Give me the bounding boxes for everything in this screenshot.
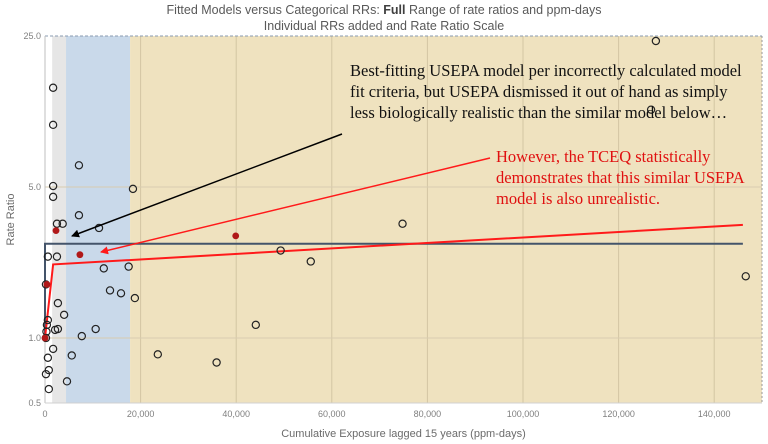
title-bold: Full bbox=[383, 3, 406, 17]
individual-rr-point bbox=[646, 105, 656, 114]
annotation-usepa-best-fit: Best-fitting USEPA model per incorrectly… bbox=[350, 61, 742, 122]
chart-title: Fitted Models versus Categorical RRs: Fu… bbox=[0, 3, 768, 17]
individual-rr-point bbox=[52, 219, 62, 228]
individual-rr-point bbox=[74, 161, 84, 170]
individual-rr-point bbox=[59, 310, 69, 320]
y-tick-label: 5.0 bbox=[28, 182, 41, 192]
individual-rr-point bbox=[50, 325, 60, 335]
individual-rr-point bbox=[43, 315, 53, 325]
individual-rr-point bbox=[398, 219, 407, 228]
categorical-rr-point bbox=[76, 251, 84, 259]
individual-rr-point bbox=[62, 377, 72, 386]
individual-rr-point bbox=[48, 344, 58, 354]
shaded-region-blue bbox=[66, 36, 131, 403]
individual-rr-point bbox=[116, 289, 126, 298]
x-tick-label: 0 bbox=[42, 409, 47, 419]
model-line-similar-usepa-model-two-piece- bbox=[44, 223, 743, 339]
individual-rr-point bbox=[43, 252, 53, 261]
title-suffix: Range of rate ratios and ppm-days bbox=[405, 3, 602, 17]
individual-rr-point bbox=[48, 181, 58, 191]
x-tick-label: 40,000 bbox=[222, 409, 250, 419]
individual-rr-point bbox=[251, 320, 260, 330]
categorical-rr-point bbox=[52, 227, 60, 235]
individual-rr-point bbox=[74, 211, 84, 220]
individual-rr-point bbox=[276, 246, 285, 255]
black-annotation-arrow bbox=[71, 133, 343, 238]
title-prefix: Fitted Models versus Categorical RRs: bbox=[166, 3, 384, 17]
individual-rr-point bbox=[105, 286, 115, 295]
y-axis-label: Rate Ratio bbox=[5, 194, 17, 246]
individual-rr-point bbox=[212, 358, 221, 367]
y-tick-label: 1.0 bbox=[28, 333, 41, 343]
categorical-rr-point bbox=[43, 281, 51, 288]
x-tick-label: 80,000 bbox=[414, 409, 442, 419]
individual-rr-point bbox=[43, 353, 53, 362]
x-tick-label: 140,000 bbox=[698, 409, 731, 419]
individual-rr-point bbox=[48, 120, 58, 130]
individual-rr-point bbox=[153, 350, 163, 359]
x-tick-label: 100,000 bbox=[507, 409, 540, 419]
individual-rr-point bbox=[99, 264, 108, 273]
individual-rr-point bbox=[52, 252, 62, 261]
x-tick-label: 120,000 bbox=[602, 409, 635, 419]
chart-subtitle: Individual RRs added and Rate Ratio Scal… bbox=[263, 19, 505, 33]
individual-rr-point bbox=[130, 293, 140, 303]
red-annotation-arrow bbox=[100, 157, 491, 255]
categorical-rr-point bbox=[232, 232, 240, 240]
categorical-rr-point bbox=[41, 334, 49, 342]
x-tick-label: 60,000 bbox=[318, 409, 346, 419]
individual-rr-point bbox=[58, 219, 67, 228]
individual-rr-point bbox=[48, 192, 58, 202]
y-tick-label: 0.5 bbox=[28, 398, 41, 408]
x-tick-label: 20,000 bbox=[127, 409, 155, 419]
individual-rr-point bbox=[48, 83, 58, 92]
annotation-tceq: However, the TCEQ statistically demonstr… bbox=[496, 147, 744, 208]
individual-rr-point bbox=[91, 324, 100, 334]
individual-rr-point bbox=[41, 369, 51, 379]
individual-rr-point bbox=[44, 384, 54, 394]
individual-rr-point bbox=[124, 262, 133, 271]
model-line-best-fitting-usepa-model-step- bbox=[44, 242, 743, 338]
individual-rr-point bbox=[651, 36, 661, 46]
y-tick-label: 25.0 bbox=[23, 31, 41, 41]
individual-rr-point bbox=[741, 272, 750, 281]
individual-rr-point bbox=[94, 223, 104, 233]
x-axis-label: Cumulative Exposure lagged 15 years (ppm… bbox=[281, 428, 526, 440]
individual-rr-point bbox=[306, 257, 315, 266]
individual-rr-point bbox=[77, 331, 87, 341]
individual-rr-point bbox=[53, 298, 63, 308]
individual-rr-point bbox=[128, 184, 138, 194]
individual-rr-point bbox=[67, 351, 76, 360]
